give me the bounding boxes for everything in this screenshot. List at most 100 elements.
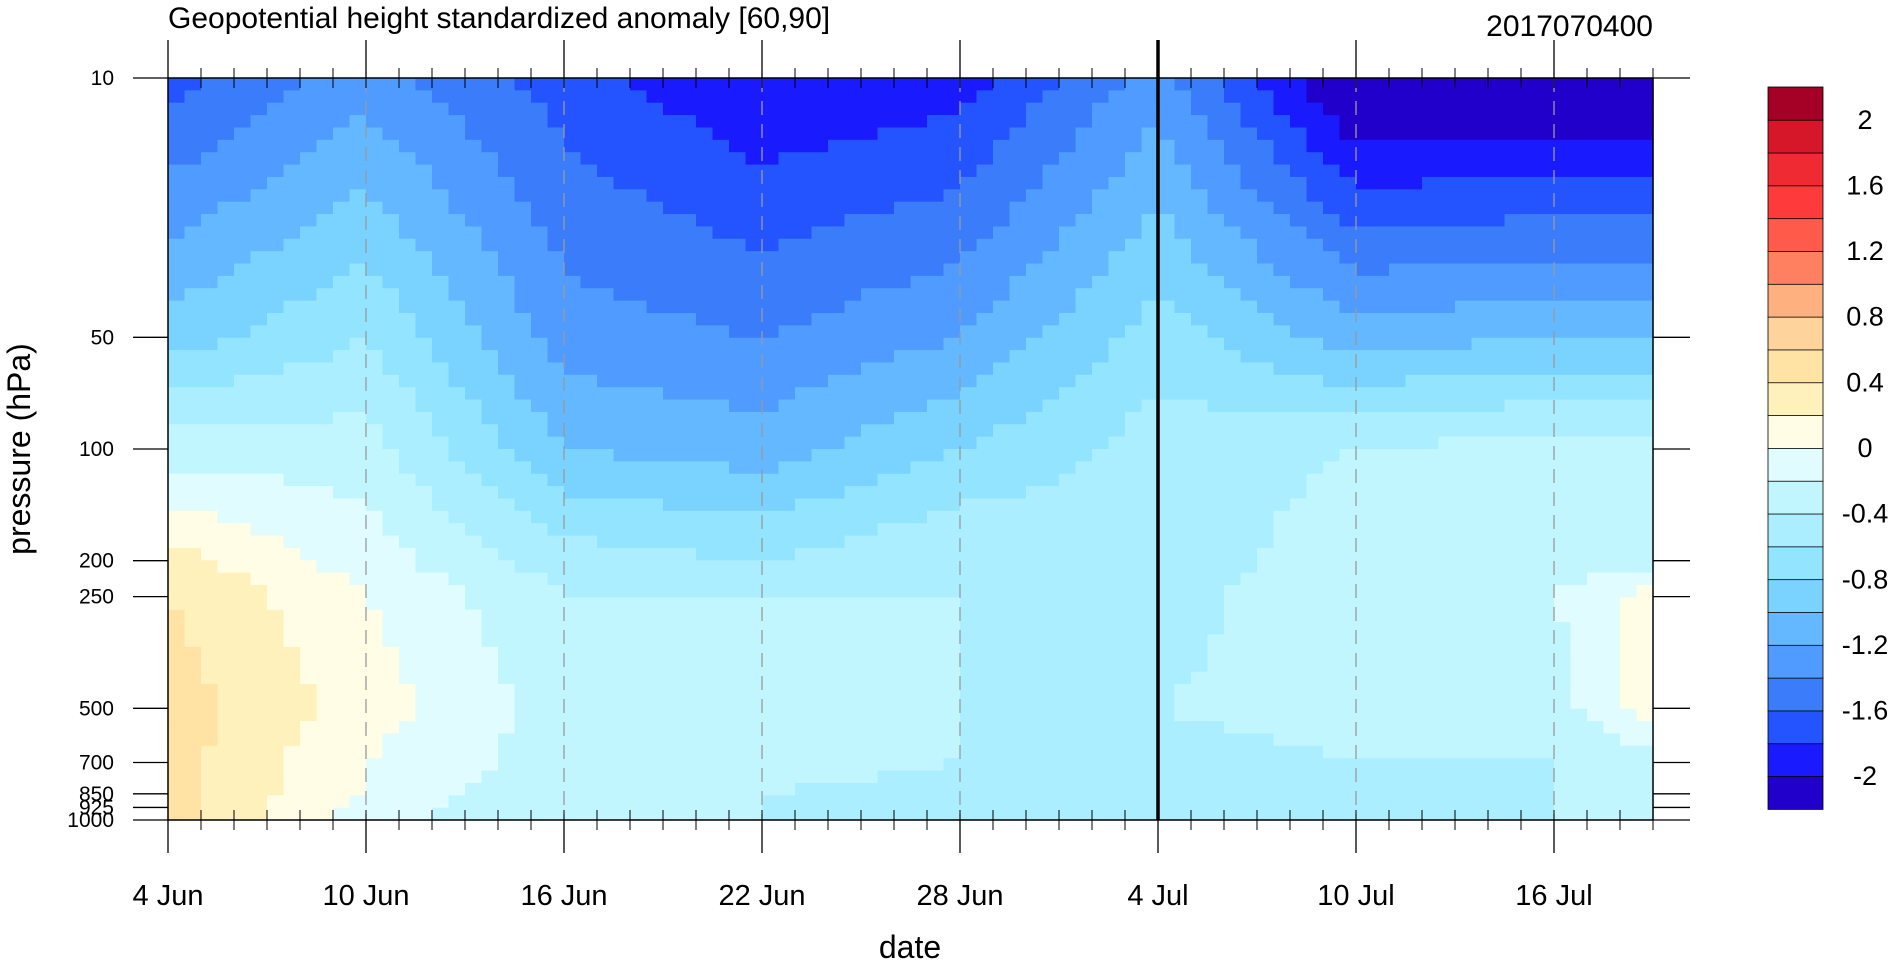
heatmap-cell xyxy=(1372,782,1390,796)
heatmap-cell xyxy=(1405,659,1423,673)
heatmap-cell xyxy=(267,659,285,673)
heatmap-cell xyxy=(349,609,367,623)
heatmap-cell xyxy=(679,436,697,450)
heatmap-cell xyxy=(481,152,499,166)
heatmap-cell xyxy=(960,782,978,796)
heatmap-cell xyxy=(762,139,780,153)
heatmap-cell xyxy=(514,510,532,524)
heatmap-cell xyxy=(778,399,796,413)
heatmap-cell xyxy=(399,535,417,549)
heatmap-cell xyxy=(234,535,252,549)
heatmap-cell xyxy=(1422,795,1440,809)
heatmap-cell xyxy=(1438,696,1456,710)
heatmap-cell xyxy=(448,399,466,413)
heatmap-cell xyxy=(811,275,829,289)
heatmap-cell xyxy=(828,634,846,648)
heatmap-cell xyxy=(712,683,730,697)
heatmap-cell xyxy=(1042,139,1060,153)
heatmap-cell xyxy=(1389,411,1407,425)
heatmap-cell xyxy=(250,634,268,648)
heatmap-cell xyxy=(399,214,417,227)
heatmap-cell xyxy=(498,263,516,277)
heatmap-cell xyxy=(1323,547,1341,561)
heatmap-cell xyxy=(498,671,516,685)
heatmap-cell xyxy=(316,523,334,537)
heatmap-cell xyxy=(547,634,565,648)
heatmap-cell xyxy=(498,288,516,302)
heatmap-cell xyxy=(267,152,285,166)
heatmap-cell xyxy=(514,795,532,809)
heatmap-cell xyxy=(712,795,730,809)
heatmap-cell xyxy=(696,585,714,598)
heatmap-cell xyxy=(217,312,235,326)
heatmap-cell xyxy=(217,176,235,190)
heatmap-cell xyxy=(1273,572,1291,586)
heatmap-cell xyxy=(564,337,582,351)
heatmap-cell xyxy=(1009,312,1027,326)
heatmap-cell xyxy=(168,782,186,796)
heatmap-cell xyxy=(729,374,747,388)
heatmap-cell xyxy=(696,164,714,178)
heatmap-cell xyxy=(349,387,367,401)
heatmap-cell xyxy=(1257,300,1275,314)
heatmap-cell xyxy=(844,585,862,598)
heatmap-cell xyxy=(498,102,516,116)
heatmap-cell xyxy=(498,721,516,735)
heatmap-cell xyxy=(1504,115,1522,129)
heatmap-cell xyxy=(910,102,928,116)
heatmap-cell xyxy=(267,325,285,339)
heatmap-cell xyxy=(1356,337,1374,351)
heatmap-cell xyxy=(168,461,186,475)
heatmap-cell xyxy=(778,708,796,722)
heatmap-cell xyxy=(267,671,285,685)
heatmap-cell xyxy=(1323,535,1341,549)
heatmap-cell xyxy=(1009,510,1027,524)
heatmap-cell xyxy=(234,374,252,388)
heatmap-cell xyxy=(597,424,615,438)
heatmap-cell xyxy=(432,683,450,697)
heatmap-cell xyxy=(1092,362,1110,376)
heatmap-cell xyxy=(1207,795,1225,809)
heatmap-cell xyxy=(1306,609,1324,623)
heatmap-cell xyxy=(399,152,417,166)
heatmap-cell xyxy=(399,622,417,636)
heatmap-cell xyxy=(1471,634,1489,648)
heatmap-cell xyxy=(1158,436,1176,450)
heatmap-cell xyxy=(1356,572,1374,586)
heatmap-cell xyxy=(1273,176,1291,190)
heatmap-cell xyxy=(1323,424,1341,438)
heatmap-cell xyxy=(531,461,549,475)
heatmap-cell xyxy=(811,634,829,648)
heatmap-cell xyxy=(663,226,681,240)
heatmap-cell xyxy=(828,226,846,240)
heatmap-cell xyxy=(712,288,730,302)
heatmap-cell xyxy=(1158,547,1176,561)
heatmap-cell xyxy=(597,102,615,116)
heatmap-cell xyxy=(1504,708,1522,722)
heatmap-cell xyxy=(1108,733,1126,747)
heatmap-cell xyxy=(844,696,862,710)
heatmap-cell xyxy=(1224,547,1242,561)
heatmap-cell xyxy=(1455,547,1473,561)
heatmap-cell xyxy=(1224,560,1242,574)
heatmap-cell xyxy=(580,78,598,91)
heatmap-cell xyxy=(1174,374,1192,388)
heatmap-cell xyxy=(976,288,994,302)
heatmap-cell xyxy=(168,609,186,623)
heatmap-cell xyxy=(811,139,829,153)
heatmap-cell xyxy=(316,659,334,673)
heatmap-cell xyxy=(168,473,186,487)
heatmap-cell xyxy=(1075,449,1093,462)
heatmap-cell xyxy=(201,139,219,153)
heatmap-cell xyxy=(1009,164,1027,178)
heatmap-cell xyxy=(943,350,961,364)
heatmap-cell xyxy=(1042,251,1060,265)
heatmap-cell xyxy=(349,671,367,685)
heatmap-cell xyxy=(877,90,895,104)
heatmap-cell xyxy=(1372,139,1390,153)
heatmap-cell xyxy=(1521,498,1539,512)
heatmap-cell xyxy=(927,770,945,784)
heatmap-cell xyxy=(498,646,516,660)
heatmap-cell xyxy=(712,300,730,314)
heatmap-cell xyxy=(1125,78,1143,91)
